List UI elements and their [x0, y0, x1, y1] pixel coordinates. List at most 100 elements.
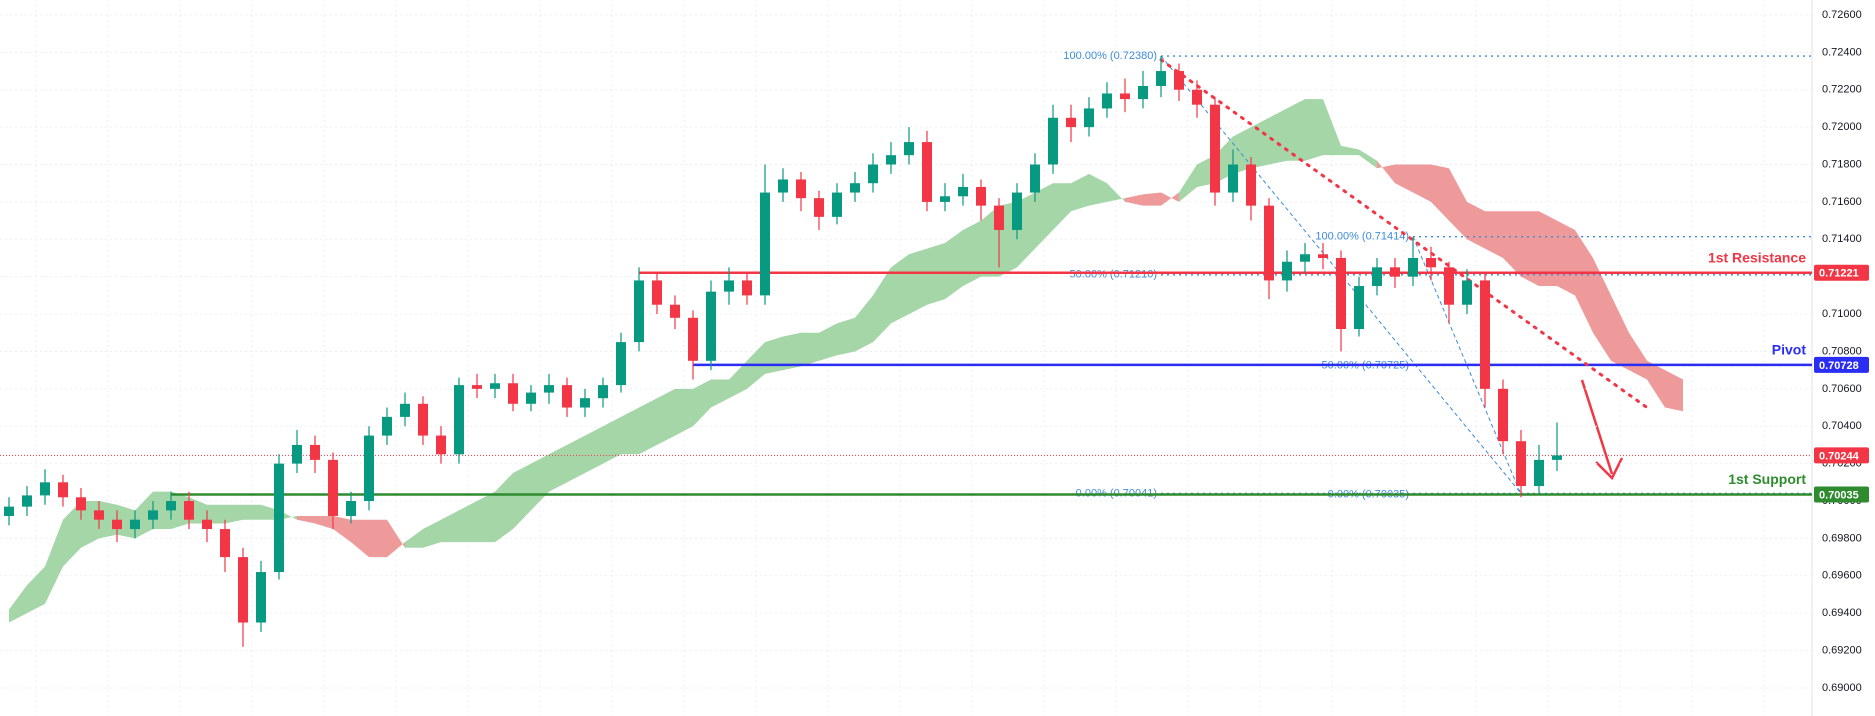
level-name: 1st Resistance: [1708, 249, 1806, 265]
candle-body: [508, 383, 518, 404]
cloud-segment: [1125, 194, 1143, 206]
candle-body: [1120, 93, 1130, 100]
cloud-segment: [621, 407, 639, 455]
candle-body: [1354, 286, 1364, 330]
cloud-segment: [603, 416, 621, 464]
candle-body: [1174, 71, 1184, 90]
level-name: Pivot: [1772, 342, 1807, 358]
cloud-segment: [1593, 257, 1611, 361]
candle-body: [1030, 164, 1040, 193]
cloud-segment: [1071, 173, 1089, 212]
candle-body: [490, 383, 500, 389]
price-tag: [1814, 447, 1869, 464]
candle-body: [598, 385, 608, 399]
cloud-segment: [657, 388, 675, 445]
cloud-segment: [315, 515, 333, 530]
candle-body: [1048, 117, 1058, 165]
cloud-segment: [1449, 168, 1467, 240]
y-tick-label: 0.69600: [1822, 570, 1862, 582]
price-tag: [1814, 264, 1869, 281]
candle-body: [292, 444, 302, 464]
candle-body: [652, 280, 662, 305]
candle-body: [274, 463, 284, 573]
candle-body: [112, 519, 122, 530]
candle-body: [238, 557, 248, 623]
cloud-segment: [387, 519, 405, 558]
candle-body: [22, 495, 32, 507]
cloud-segment: [459, 501, 477, 543]
candle-body: [868, 164, 878, 184]
candle-body: [724, 280, 734, 292]
candle-body: [1228, 164, 1238, 193]
candle-body: [382, 416, 392, 436]
candle-body: [400, 403, 410, 417]
candle-body: [1516, 441, 1526, 487]
cloud-segment: [549, 444, 567, 492]
y-tick-label: 0.72200: [1822, 84, 1862, 96]
cloud-segment: [351, 519, 369, 558]
y-tick-label: 0.69800: [1822, 532, 1862, 544]
candle-body: [688, 317, 698, 361]
trendline: [1159, 58, 1649, 410]
price-tag-label: 0.71221: [1819, 268, 1859, 280]
cloud-segment: [1251, 117, 1269, 169]
candle-body: [436, 435, 446, 455]
cloud-segment: [801, 332, 819, 367]
cloud-segment: [207, 504, 225, 524]
cloud-segment: [639, 398, 657, 455]
time-grid: [35, 0, 1765, 716]
cloud-segment: [675, 388, 693, 436]
cloud-segment: [1035, 183, 1053, 249]
cloud-segment: [1377, 160, 1395, 184]
candle-body: [130, 519, 140, 530]
candle-body: [814, 198, 824, 217]
cloud-segment: [1233, 127, 1251, 174]
candle-body: [1426, 257, 1436, 268]
cloud-segment: [1611, 295, 1629, 371]
candle-body: [1300, 254, 1310, 262]
cloud-segment: [1395, 164, 1413, 193]
y-tick-label: 0.71400: [1822, 233, 1862, 245]
price-tag-label: 0.70035: [1819, 489, 1859, 501]
price-tag-label: 0.70244: [1819, 450, 1860, 462]
candle-body: [220, 529, 230, 558]
candle-body: [526, 392, 536, 404]
cloud-segment: [1575, 229, 1593, 333]
candle-body: [4, 506, 14, 516]
candle-body: [742, 280, 752, 296]
cloud-segment: [1053, 183, 1071, 230]
candle-body: [760, 192, 770, 296]
cloud-segment: [855, 295, 873, 352]
candle-body: [904, 142, 914, 156]
cloud-segment: [297, 515, 315, 524]
candle-body: [1372, 267, 1382, 287]
cloud-segment: [1431, 164, 1449, 221]
cloud-segment: [1305, 99, 1323, 161]
candle-body: [184, 501, 194, 520]
candle-body: [472, 385, 482, 389]
candle-body: [634, 280, 644, 343]
cloud-segment: [441, 510, 459, 543]
cloud-segment: [1557, 220, 1575, 296]
candle-body: [454, 385, 464, 455]
candle-body: [202, 519, 212, 530]
candle-body: [76, 497, 86, 511]
candle-body: [1552, 455, 1562, 460]
candle-body: [166, 501, 176, 511]
candle-body: [1462, 280, 1472, 305]
candle-body: [1084, 108, 1094, 128]
cloud-segment: [1521, 211, 1539, 287]
candle-body: [796, 179, 806, 199]
y-tick-label: 0.71800: [1822, 158, 1862, 170]
y-tick-label: 0.72000: [1822, 121, 1862, 133]
y-tick-label: 0.69000: [1822, 682, 1862, 694]
cloud-segment: [117, 504, 135, 539]
cloud-segment: [693, 379, 711, 427]
candle-body: [670, 304, 680, 318]
y-tick-label: 0.69200: [1822, 644, 1862, 656]
cloud-segment: [1323, 99, 1341, 156]
candle-body: [1012, 192, 1022, 230]
candle-body: [580, 398, 590, 408]
